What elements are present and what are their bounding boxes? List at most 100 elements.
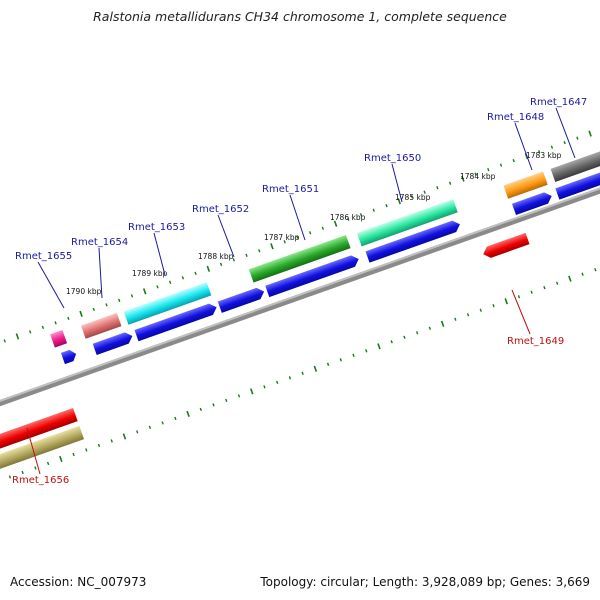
bottom-tick [276,380,279,384]
bottom-tick [249,388,254,395]
top-tick [448,181,452,185]
top-tick [588,130,592,137]
leader-rmet-1652 [217,214,235,258]
top-tick [576,136,579,140]
bottom-tick [390,340,393,344]
bottom-tick [237,394,241,398]
top-tick [283,240,286,244]
top-tick [67,316,70,321]
top-tick [41,325,45,330]
bottom-tick [59,455,63,463]
cds-arrow-3 [134,303,217,342]
topology-text: Topology: circular; Length: 3,928,089 bp… [260,575,590,589]
leader-rmet-1656 [26,427,41,475]
leader-rmet-1647 [555,107,576,159]
bottom-tick [568,275,572,282]
bottom-tick [212,403,215,407]
bottom-tick [428,326,432,330]
kbp-label-1783: 1783 kbp [526,151,562,160]
bottom-tick [440,320,445,327]
cds-arrow-8 [555,167,600,200]
top-tick [29,330,32,334]
top-tick [372,208,375,212]
bottom-tick [85,448,88,452]
bottom-tick [288,376,292,380]
cds-arrow-4 [217,287,265,313]
top-tick [194,271,197,275]
bottom-tick [365,349,368,353]
bottom-tick [492,304,495,308]
cds-arrow-5 [265,255,359,298]
bottom-tick [199,407,202,412]
kbp-label-1789: 1789 kbp [132,269,168,278]
bottom-tick [122,433,127,440]
top-tick [550,145,554,149]
bottom-tick [581,272,584,276]
top-tick [499,163,503,167]
label-rmet-1650: Rmet_1650 [364,153,421,164]
bottom-tick [110,439,113,443]
top-tick [385,204,388,208]
top-tick [232,258,235,262]
kbp-label-1786: 1786 kbp [330,213,366,222]
gene-rmet-1655-pink [50,330,68,348]
top-tick [563,140,566,145]
bottom-tick [97,443,101,448]
top-tick [54,321,57,325]
label-rmet-1647: Rmet_1647 [530,97,587,108]
bottom-tick [301,371,304,375]
gene-rmet-1653-cyan [123,282,212,325]
top-tick [219,262,223,266]
bottom-tick [34,466,37,470]
tick-row-bottom [8,268,597,479]
top-tick [92,307,95,312]
kbp-label-1785: 1785 kbp [395,193,431,202]
top-tick [347,217,350,221]
label-rmet-1652: Rmet_1652 [192,204,249,215]
top-tick [156,285,159,289]
top-tick [423,190,426,194]
top-tick [142,288,147,295]
bottom-tick [555,281,559,285]
bottom-tick [543,286,546,290]
top-tick [321,226,325,230]
top-tick [410,195,414,199]
top-tick [3,339,6,343]
top-tick [270,243,274,250]
cds-arrow-6 [365,220,460,263]
chromosome-backbone-highlight [0,160,600,430]
cds-arrow-2 [92,332,133,356]
top-tick [181,276,185,280]
label-rmet-1649: Rmet_1649 [507,336,564,347]
top-tick [130,294,134,298]
top-tick [15,333,20,340]
bottom-tick [313,365,318,372]
bottom-tick [517,295,521,299]
cds-arrow-1 [60,349,77,365]
top-tick [105,303,108,307]
top-tick [118,298,121,303]
bottom-tick [186,410,190,417]
bottom-tick [148,425,152,430]
kbp-label-1784: 1784 kbp [460,172,496,181]
kbp-label-1787: 1787 kbp [264,233,300,242]
bottom-tick [8,475,12,479]
label-rmet-1653: Rmet_1653 [128,222,185,233]
bottom-tick [174,416,177,421]
label-rmet-1654: Rmet_1654 [71,237,128,248]
leader-rmet-1648 [514,122,533,171]
top-tick [79,310,83,317]
top-tick [245,253,248,257]
label-rmet-1648: Rmet_1648 [487,112,544,123]
top-tick [512,159,515,163]
bottom-tick [466,313,470,317]
gene-rmet-1649-red [483,232,530,258]
top-tick [333,220,338,227]
top-tick [487,168,490,172]
top-tick [436,186,439,190]
bottom-tick [415,331,419,335]
bottom-tick [594,268,597,272]
top-tick [474,172,477,176]
gene-rmet-1648-orange [503,171,548,199]
top-tick [206,265,211,272]
